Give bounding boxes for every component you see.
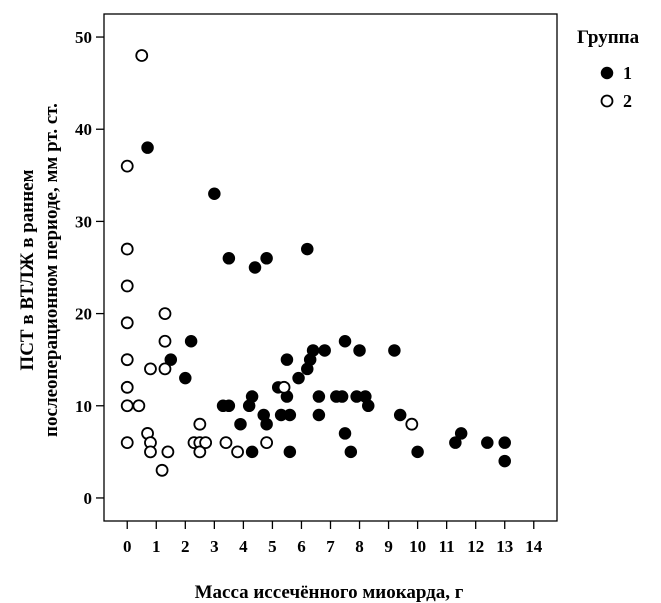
y-tick-label: 20: [75, 305, 92, 324]
data-point-group-2: [144, 445, 157, 459]
data-point-group-2: [120, 436, 134, 450]
x-tick-label: 5: [268, 537, 277, 556]
data-point-group-1: [454, 427, 468, 440]
data-point-group-2: [144, 362, 157, 376]
data-point-group-2: [277, 380, 291, 394]
data-point-group-1: [449, 436, 462, 449]
data-point-group-2: [193, 417, 207, 431]
x-tick-label: 9: [384, 537, 393, 556]
data-point-group-1: [498, 436, 511, 449]
data-point-group-1: [306, 344, 320, 357]
data-point-group-1: [344, 445, 358, 459]
data-point-group-2: [231, 445, 244, 459]
data-point-group-2: [120, 159, 134, 173]
data-point-group-1: [222, 399, 236, 413]
data-point-group-2: [158, 307, 172, 320]
data-point-group-2: [135, 49, 149, 62]
data-point-group-2: [219, 436, 233, 450]
data-point-group-1: [234, 417, 247, 431]
data-point-group-1: [248, 261, 262, 274]
x-tick-label: 1: [152, 537, 161, 556]
data-point-group-1: [498, 454, 511, 468]
data-point-group-1: [260, 417, 273, 431]
data-point-group-2: [193, 445, 207, 459]
data-point-group-1: [245, 445, 259, 459]
data-point-group-1: [338, 334, 352, 348]
data-point-group-1: [260, 252, 273, 265]
data-point-group-1: [283, 445, 297, 459]
data-point-group-2: [120, 353, 134, 367]
data-point-group-1: [184, 334, 198, 348]
legend-label-group-2: 2: [623, 91, 632, 111]
x-tick-label: 14: [525, 537, 543, 556]
y-axis-title-line-1: ПСТ в ВТЛЖ в раннем: [17, 169, 38, 370]
x-tick-label: 11: [439, 537, 455, 556]
y-axis-title-line-2: послеоперационном периоде, мм рт. ст.: [41, 103, 62, 437]
legend-label-group-1: 1: [623, 63, 632, 83]
data-point-group-1: [245, 390, 259, 403]
data-point-group-2: [405, 417, 419, 431]
data-point-group-2: [132, 399, 146, 413]
x-tick-label: 2: [181, 537, 190, 556]
legend-marker-group-2: [600, 94, 614, 108]
data-point-group-2: [120, 316, 134, 330]
data-point-group-1: [353, 344, 366, 357]
data-point-group-2: [158, 334, 172, 348]
data-point-group-1: [179, 371, 192, 385]
x-tick-label: 13: [496, 537, 513, 556]
y-tick-label: 0: [84, 489, 93, 508]
data-point-group-2: [120, 242, 134, 256]
y-tick-label: 40: [75, 120, 92, 139]
data-point-group-1: [280, 353, 294, 366]
data-point-group-1: [312, 408, 326, 422]
data-point-group-1: [335, 390, 349, 403]
data-point-group-1: [393, 408, 407, 422]
x-tick-label: 10: [409, 537, 426, 556]
data-point-group-2: [120, 380, 134, 394]
data-point-group-1: [312, 390, 326, 403]
data-point-group-1: [481, 436, 494, 449]
y-tick-label: 10: [75, 397, 92, 416]
data-point-group-1: [141, 141, 154, 154]
data-point-group-1: [338, 427, 352, 440]
data-point-group-1: [411, 445, 424, 459]
x-tick-label: 6: [297, 537, 306, 556]
data-point-group-1: [164, 353, 178, 366]
data-point-group-2: [120, 279, 134, 293]
data-point-group-1: [318, 344, 331, 357]
x-tick-label: 3: [210, 537, 219, 556]
data-point-group-2: [161, 445, 175, 459]
data-point-group-1: [283, 408, 297, 422]
data-point-group-2: [199, 436, 213, 450]
data-point-group-1: [362, 399, 375, 413]
data-point-group-2: [260, 436, 274, 450]
y-tick-label: 50: [75, 28, 92, 47]
legend-title: Группа: [577, 27, 640, 48]
x-tick-label: 4: [239, 537, 248, 556]
x-tick-label: 8: [355, 537, 364, 556]
y-tick-label: 30: [75, 212, 92, 231]
x-tick-label: 12: [467, 537, 484, 556]
data-point-group-1: [292, 371, 305, 385]
x-tick-label: 7: [326, 537, 335, 556]
x-axis-title: Масса иссечённого миокарда, г: [195, 582, 464, 603]
data-point-group-2: [120, 399, 134, 413]
data-point-group-1: [301, 242, 314, 256]
legend-marker-group-1: [600, 66, 614, 80]
data-point-group-1: [388, 344, 401, 357]
data-point-group-2: [155, 463, 169, 477]
x-tick-label: 0: [123, 537, 132, 556]
data-point-group-1: [222, 252, 236, 265]
data-point-group-2: [158, 362, 172, 376]
data-point-group-1: [208, 187, 221, 201]
